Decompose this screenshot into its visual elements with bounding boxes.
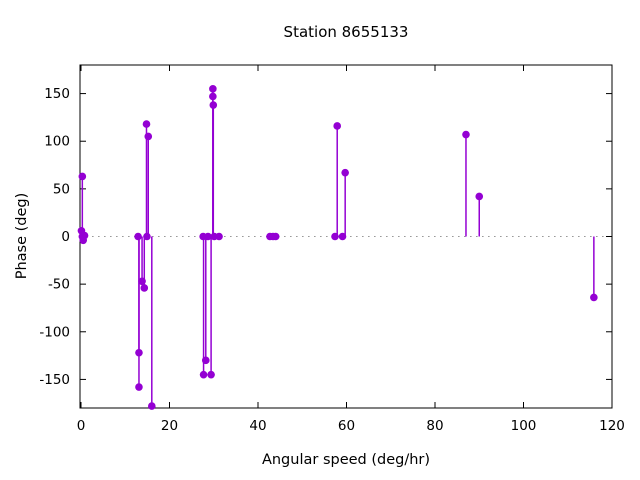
data-point [462,130,470,139]
data-point [134,232,142,241]
data-point [135,383,143,391]
data-point [209,92,217,101]
y-tick-label: 150 [44,86,70,102]
data-point [144,132,153,141]
data-point [338,232,347,241]
data-point [138,277,146,286]
x-tick-label: 100 [511,418,537,434]
y-tick-label: -150 [39,372,70,388]
x-tick-label: 80 [426,418,443,434]
y-axis-label: Phase (deg) [14,192,30,280]
data-point [331,232,339,241]
x-tick-label: 60 [338,418,355,434]
data-point [271,232,280,241]
data-point [201,356,210,365]
data-point [78,172,87,181]
chart-title: Station 8655133 [283,23,409,41]
x-tick-label: 0 [77,418,86,434]
y-tick-label: -100 [39,324,70,340]
y-tick-label: 100 [44,134,70,150]
data-point [142,120,151,128]
data-point [79,236,88,245]
data-point [215,232,223,241]
x-tick-label: 40 [249,418,266,434]
y-tick-label: -50 [48,277,70,293]
data-point [209,85,217,93]
x-tick-label: 120 [599,418,625,434]
y-tick-label: 50 [53,181,70,197]
data-point [143,232,151,241]
x-tick-label: 20 [161,418,178,434]
data-point [148,402,156,410]
data-point [475,192,484,201]
x-axis-label: Angular speed (deg/hr) [261,452,431,468]
data-point [204,232,212,241]
data-point [341,168,349,177]
data-point [590,293,598,302]
data-point [199,370,208,379]
data-point [333,122,342,130]
data-point [135,348,143,357]
data-point [207,370,215,379]
data-point [209,101,218,109]
data-point [140,284,149,292]
y-tick-label: 0 [61,229,70,245]
